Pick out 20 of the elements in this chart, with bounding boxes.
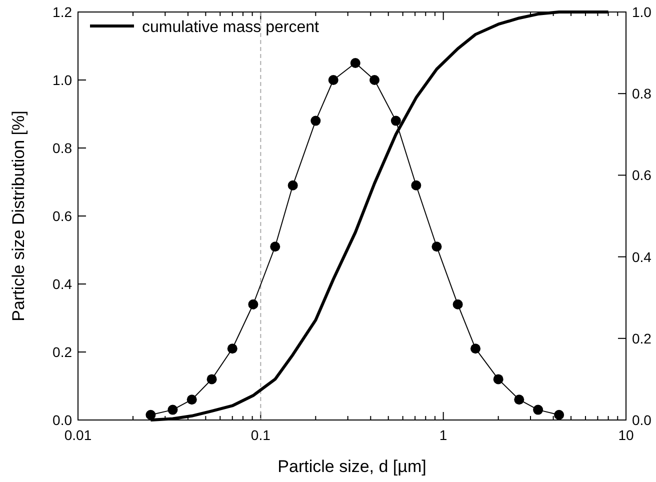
x-tick-label: 10 — [618, 427, 634, 443]
y2-tick-label: 0.6 — [632, 167, 652, 184]
x-tick-label: 0.1 — [250, 427, 271, 443]
y-tick-label: 0.6 — [52, 208, 72, 224]
y-tick-label: 1.2 — [52, 4, 72, 20]
y2-tick-label: 1.0 — [632, 4, 652, 20]
x-axis-title: Particle size, d [µm] — [278, 457, 426, 476]
y2-tick-label: 0.2 — [632, 330, 652, 346]
y-tick-label: 0.4 — [52, 276, 72, 292]
y-tick-label: 0.0 — [52, 412, 72, 428]
y-tick-label: 0.2 — [52, 344, 72, 360]
y-axis-title: Particle size Distribution [%] — [9, 110, 28, 322]
x-tick-label: 0.01 — [64, 427, 92, 443]
legend-label: cumulative mass percent — [142, 19, 320, 36]
y-tick-label: 0.8 — [52, 140, 72, 156]
y-tick-label: 1.0 — [52, 72, 72, 88]
x-tick-label: 1 — [439, 427, 448, 443]
y2-tick-label: 0.4 — [632, 248, 652, 265]
y2-tick-label: 0.0 — [632, 412, 652, 428]
y2-tick-label: 0.8 — [632, 86, 652, 102]
